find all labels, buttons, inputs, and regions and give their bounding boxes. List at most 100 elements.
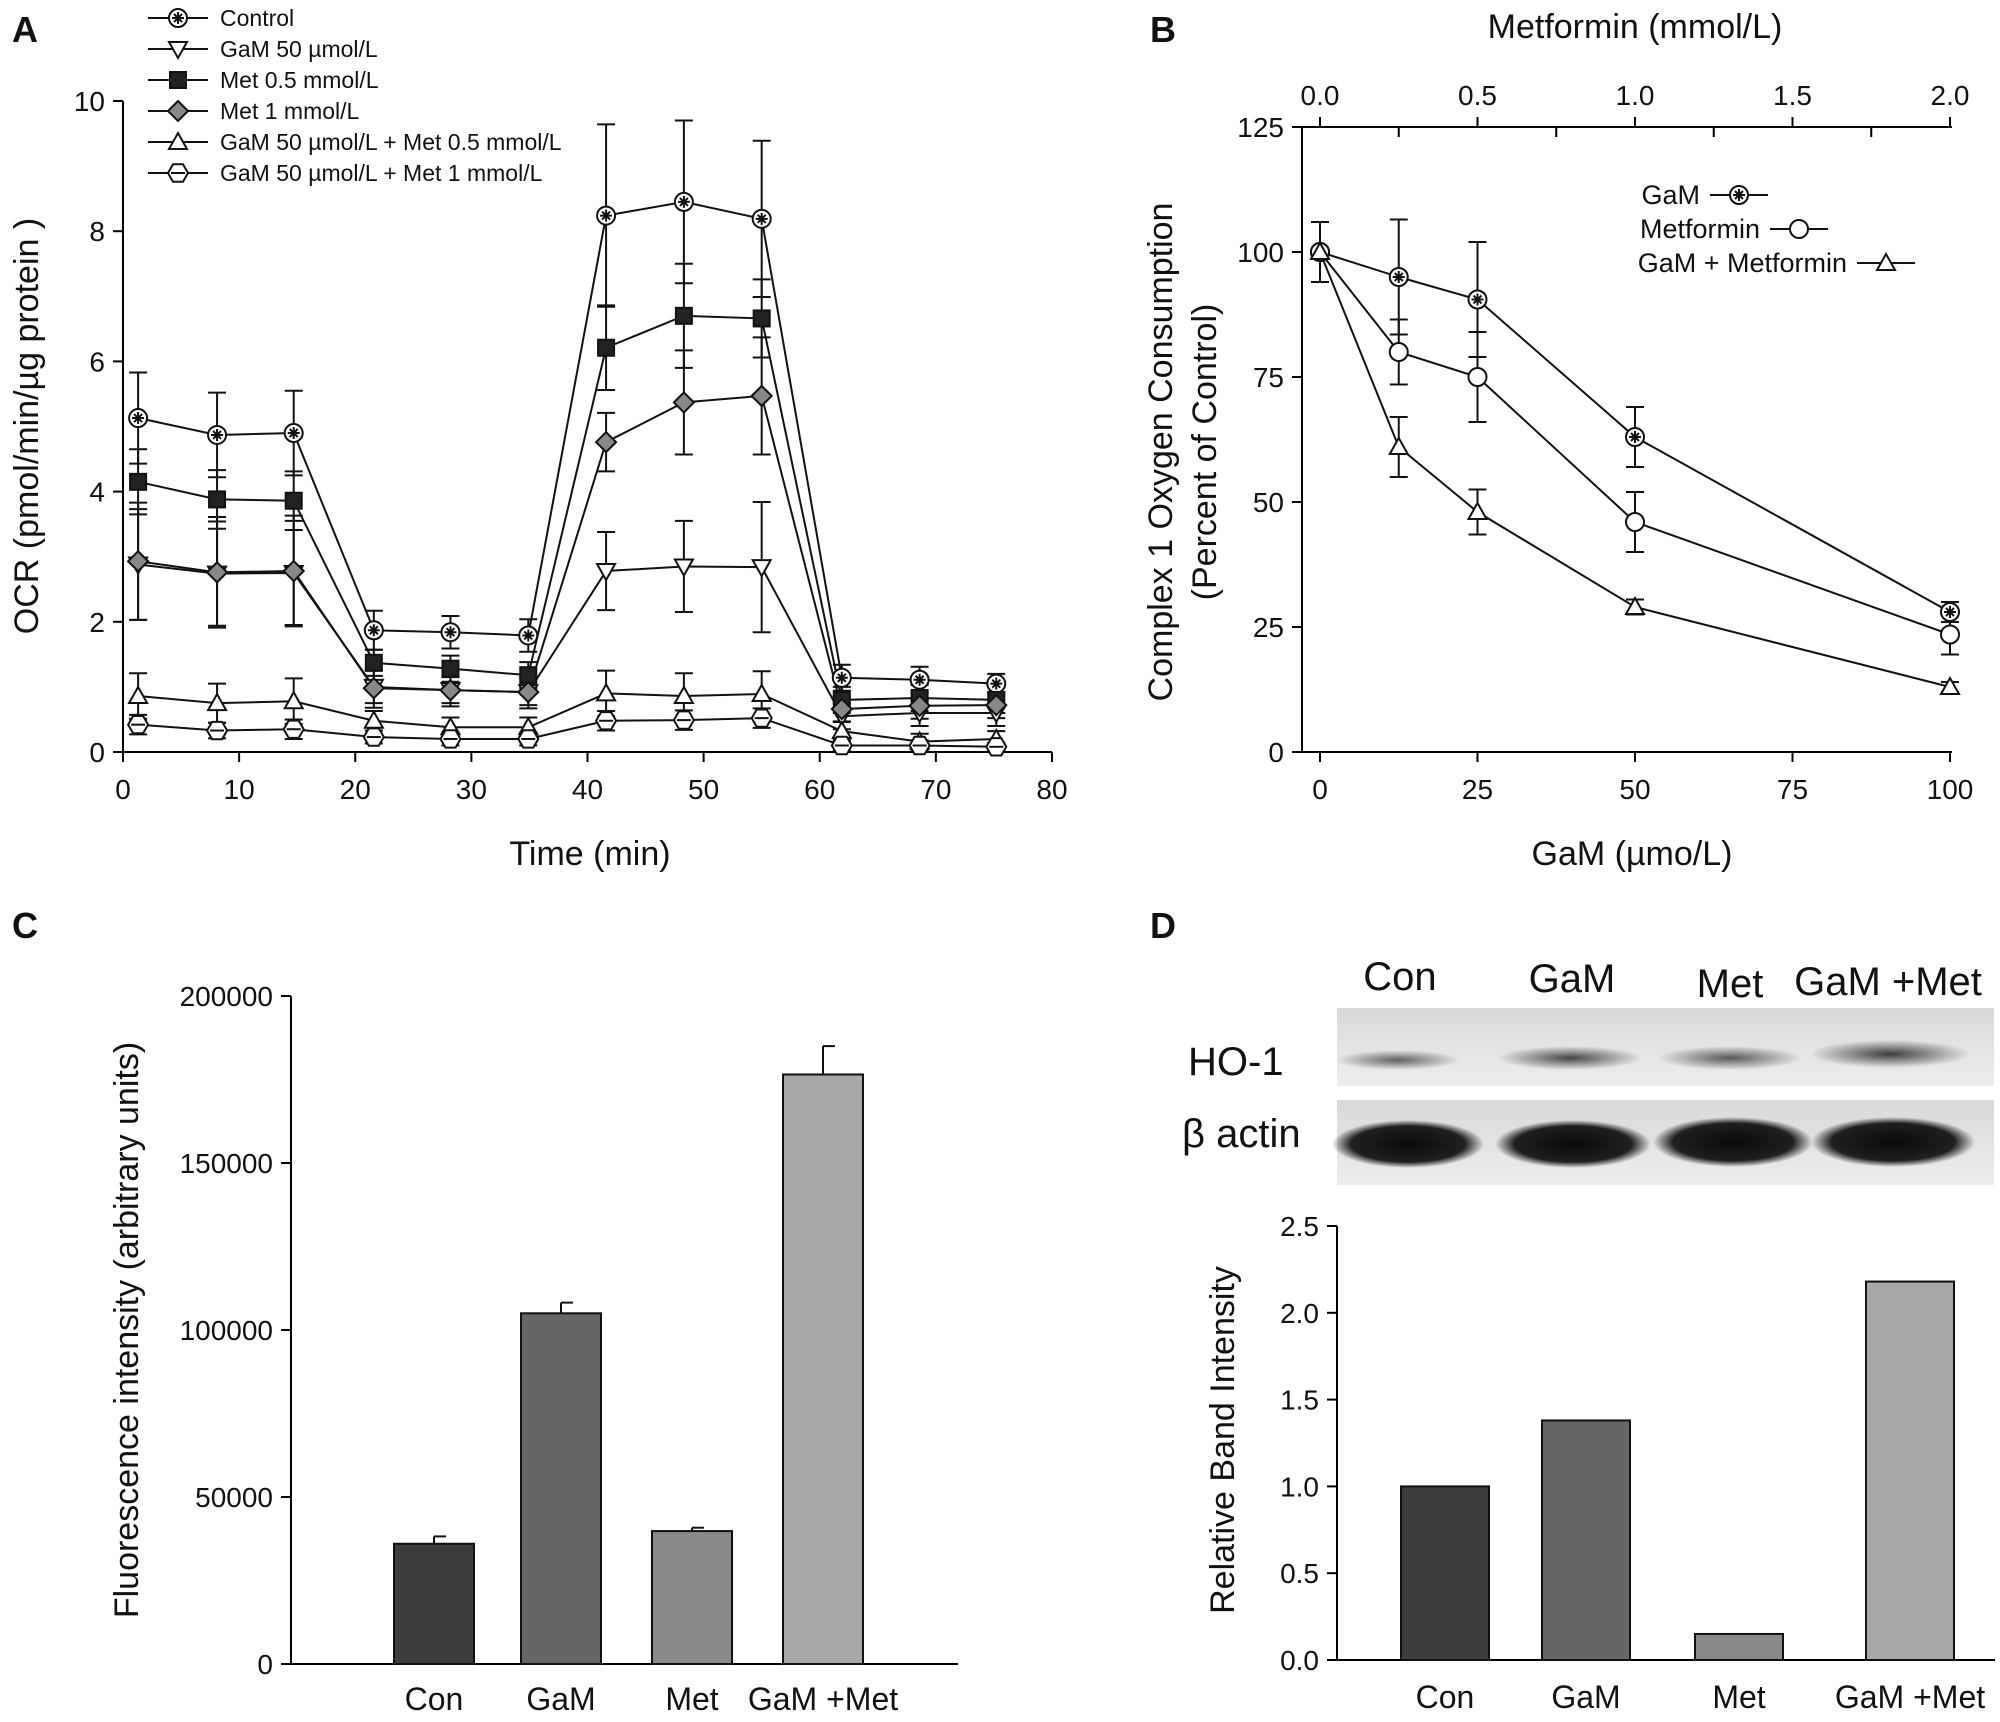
bar bbox=[520, 1312, 602, 1666]
panel-b-letter: B bbox=[1150, 9, 1176, 50]
y-tick-label: 8 bbox=[89, 216, 105, 247]
panel-a-x-label: Time (min) bbox=[509, 835, 670, 873]
panel-b-x-label: GaM (µmo/L) bbox=[1532, 835, 1733, 873]
y-tick-label: 0.5 bbox=[1280, 1558, 1319, 1589]
data-point bbox=[1388, 342, 1409, 362]
y-tick-label: 0 bbox=[89, 737, 105, 768]
data-point-cross bbox=[600, 209, 613, 222]
data-point bbox=[439, 678, 462, 702]
y-tick-label: 2 bbox=[89, 607, 105, 638]
data-point bbox=[597, 338, 616, 357]
data-point bbox=[594, 430, 618, 454]
y-tick-label: 100 bbox=[1237, 237, 1284, 268]
ho1-band bbox=[1810, 1040, 1970, 1068]
legend-label: GaM bbox=[1641, 180, 1700, 210]
data-point bbox=[516, 680, 540, 704]
category-label: Met bbox=[1712, 1679, 1765, 1715]
category-label: GaM +Met bbox=[1835, 1679, 1985, 1715]
data-point bbox=[1467, 367, 1488, 387]
data-point-cross bbox=[913, 673, 926, 686]
y-tick-label: 75 bbox=[1253, 362, 1284, 393]
data-point bbox=[126, 549, 150, 573]
data-point bbox=[750, 683, 773, 703]
bar bbox=[1694, 1632, 1784, 1661]
blot-row-label: β actin bbox=[1182, 1112, 1301, 1156]
data-point-cross bbox=[367, 624, 380, 637]
y-tick-label: 0 bbox=[257, 1649, 273, 1680]
western-blot: Con GaM Met GaM +Met HO-1 β actin bbox=[1182, 955, 1994, 1185]
blot-lane-label: GaM bbox=[1529, 957, 1616, 1001]
data-point-cross bbox=[755, 212, 768, 225]
data-point bbox=[984, 693, 1008, 717]
data-point bbox=[674, 306, 693, 325]
category-label: GaM bbox=[526, 1681, 595, 1717]
data-point bbox=[750, 559, 773, 579]
y-tick-label: 1.5 bbox=[1280, 1385, 1319, 1416]
panel-b-top-axis-label: Metformin (mmol/L) bbox=[1488, 8, 1783, 46]
data-point bbox=[673, 684, 695, 705]
data-point-cross bbox=[522, 629, 535, 642]
data-point-cross bbox=[835, 671, 848, 684]
data-point bbox=[1940, 624, 1960, 645]
blot-row-label: HO-1 bbox=[1188, 1040, 1284, 1084]
panel-b-y-label-line2: (Percent of Control) bbox=[1186, 304, 1224, 601]
data-point-cross bbox=[132, 412, 145, 425]
legend-label: Metformin bbox=[1640, 214, 1760, 244]
bar bbox=[1400, 1485, 1490, 1662]
panel-b-y-label-line1: Complex 1 Oxygen Consumption bbox=[1142, 203, 1180, 702]
data-point-cross bbox=[1471, 293, 1484, 306]
actin-band bbox=[1653, 1117, 1813, 1167]
panel-a-letter: A bbox=[12, 9, 38, 50]
actin-band bbox=[1495, 1120, 1651, 1168]
y-tick-label: 0 bbox=[1268, 737, 1284, 768]
x-tick-label: 60 bbox=[804, 774, 835, 805]
legend-marker bbox=[1875, 251, 1897, 271]
x-tick-label: 30 bbox=[456, 774, 487, 805]
legend-label: Control bbox=[220, 5, 294, 31]
panel-d-y-label: Relative Band Intensity bbox=[1204, 1266, 1242, 1614]
ho1-band bbox=[1498, 1046, 1642, 1070]
legend-label: GaM 50 µmol/L + Met 1 mmol/L bbox=[220, 160, 543, 186]
data-point bbox=[1466, 500, 1489, 520]
category-label: Con bbox=[405, 1681, 464, 1717]
data-point bbox=[673, 558, 695, 578]
x-tick-label: 80 bbox=[1036, 774, 1067, 805]
data-point bbox=[830, 697, 854, 721]
data-point bbox=[208, 490, 227, 509]
y-tick-label: 2.0 bbox=[1280, 1298, 1319, 1329]
panel-d: D Con GaM Met GaM +Met HO-1 β actin 0.0 0… bbox=[1150, 905, 1995, 1715]
blot-lane-label: Met bbox=[1697, 962, 1764, 1006]
data-point bbox=[752, 309, 771, 328]
series-line bbox=[137, 314, 997, 701]
y-tick-label: 6 bbox=[89, 346, 105, 377]
y-tick-label: 25 bbox=[1253, 612, 1284, 643]
data-point bbox=[129, 472, 148, 491]
data-point bbox=[1309, 240, 1331, 260]
data-point bbox=[750, 384, 774, 408]
data-point-cross bbox=[444, 626, 457, 639]
data-point bbox=[205, 560, 229, 584]
legend-label: GaM 50 µmol/L bbox=[220, 36, 378, 62]
data-point bbox=[364, 653, 383, 672]
panel-a-y-label: OCR (pmol/min/µg protein ) bbox=[8, 218, 46, 634]
y-tick-label: 2.5 bbox=[1280, 1211, 1319, 1242]
bar bbox=[1541, 1419, 1631, 1661]
series-line bbox=[1319, 251, 1951, 688]
panel-d-letter: D bbox=[1150, 905, 1176, 946]
data-point bbox=[206, 692, 228, 712]
category-label: GaM bbox=[1551, 1679, 1620, 1715]
y-tick-label: 100000 bbox=[180, 1315, 273, 1346]
legend-marker bbox=[166, 99, 190, 123]
blot-lane-label: GaM +Met bbox=[1794, 960, 1982, 1004]
panel-c-y-label: Fluorescence intensity (arbitrary units) bbox=[108, 1042, 146, 1618]
data-point-cross bbox=[1392, 271, 1405, 283]
data-point-cross bbox=[287, 427, 300, 440]
ho1-band bbox=[1658, 1046, 1802, 1070]
top-x-tick-label: 0.5 bbox=[1458, 80, 1497, 111]
x-tick-label: 50 bbox=[1619, 774, 1650, 805]
bar bbox=[782, 1073, 864, 1665]
x-tick-label: 70 bbox=[920, 774, 951, 805]
y-tick-label: 150000 bbox=[180, 1148, 273, 1179]
legend-marker bbox=[169, 71, 187, 89]
